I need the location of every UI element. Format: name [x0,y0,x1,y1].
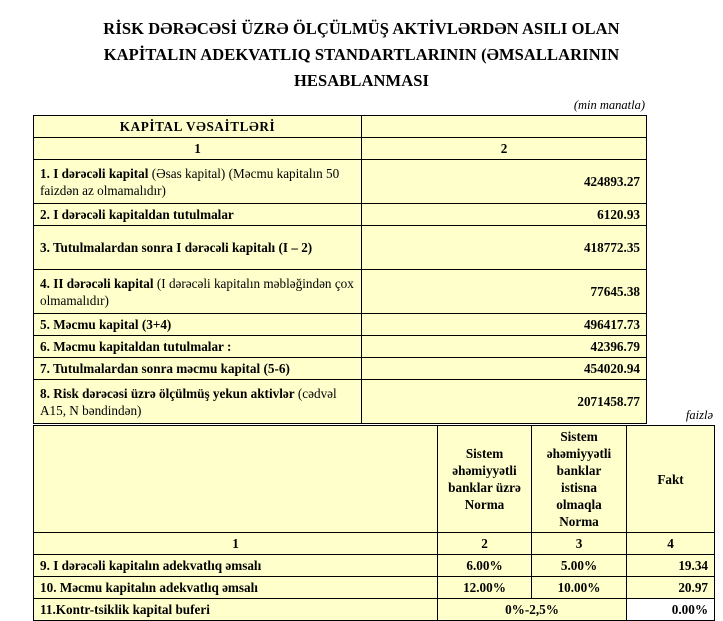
capital-row-label-bold: 1. I dərəcəli kapital [40,165,149,181]
table-column-number-row: 1 2 3 4 [33,532,715,555]
ratios-row-norma-other: 5.00% [531,554,627,577]
capital-row-label-bold: 3. Tutulmalardan sonra I dərəcəli kapita… [40,240,313,255]
ratios-table: Sistem əhəmiyyətli banklar üzrə Norma Si… [33,425,715,621]
capital-row-value: 2071458.77 [361,379,647,424]
ratios-header-fact: Fakt [626,425,715,533]
capital-row-label: 5. Məcmu kapital (3+4) [33,313,362,336]
table-row: 8. Risk dərəcəsi üzrə ölçülmüş yekun akt… [33,379,647,424]
page-title: RİSK DƏRƏCƏSİ ÜZRƏ ÖLÇÜLMÜŞ AKTİVLƏRDƏN … [0,0,723,94]
ratios-table-unit-caption: faizlə [685,408,713,422]
page-title-line-3: HESABLANMASI [293,71,430,90]
table-row: 1. I dərəcəli kapital (Əsas kapital) (Mə… [33,159,647,204]
table-row: 9. I dərəcəli kapitalın adekvatlıq əmsal… [33,554,715,577]
ratios-col-number-1: 1 [33,532,438,555]
capital-row-label-rest: (cədvəl A15, N bəndindən) [40,385,337,418]
ratios-header-norma-systemic: Sistem əhəmiyyətli banklar üzrə Norma [437,425,532,533]
capital-row-label: 1. I dərəcəli kapital (Əsas kapital) (Mə… [33,159,362,204]
ratios-col-number-2: 2 [437,532,532,555]
capital-row-label-rest: (Əsas kapital) (Məcmu kapitalın 50 faizd… [40,165,340,198]
ratios-row-fact: 19.34 [626,554,715,577]
capital-row-label: 4. II dərəcəli kapital (I dərəcəli kapit… [33,269,362,314]
ratios-row-merged-value: 0%-2,5% [437,598,627,621]
capital-row-label: 3. Tutulmalardan sonra I dərəcəli kapita… [33,225,362,270]
capital-row-value: 454020.94 [361,357,647,380]
capital-table-header-value [361,115,647,138]
capital-table-unit-caption: (min manatla) [573,98,645,112]
capital-row-value: 6120.93 [361,203,647,226]
table-row: 4. II dərəcəli kapital (I dərəcəli kapit… [33,269,647,314]
ratios-row-label: 9. I dərəcəli kapitalın adekvatlıq əmsal… [33,554,438,577]
page-title-line-1: RİSK DƏRƏCƏSİ ÜZRƏ ÖLÇÜLMÜŞ AKTİVLƏRDƏN … [103,19,620,38]
capital-col-number-1: 1 [33,137,362,160]
page-title-line-2: KAPİTALIN ADEKVATLIQ STANDARTLARININ (ƏM… [103,45,620,64]
capital-row-label-bold: 6. Məcmu kapitaldan tutulmalar : [40,339,232,354]
ratios-row-label: 11.Kontr-tsiklik kapital buferi [33,598,438,621]
table-row: 7. Tutulmalardan sonra məcmu kapital (5-… [33,357,647,380]
capital-row-label-bold: 8. Risk dərəcəsi üzrə ölçülmüş yekun akt… [40,385,295,401]
table-row: 5. Məcmu kapital (3+4) 496417.73 [33,313,647,336]
table-column-number-row: 1 2 [33,137,647,160]
capital-row-label: 7. Tutulmalardan sonra məcmu kapital (5-… [33,357,362,380]
ratios-header-norma-other: Sistem əhəmiyyətli banklar istisna olmaq… [531,425,627,533]
ratios-col-number-4: 4 [626,532,715,555]
table-header-row: KAPİTAL VƏSAİTLƏRİ [33,115,647,138]
ratios-col-number-3: 3 [531,532,627,555]
capital-row-label-rest: (I dərəcəli kapitalın məbləğindən çox ol… [40,275,354,308]
capital-row-label: 8. Risk dərəcəsi üzrə ölçülmüş yekun akt… [33,379,362,424]
table-row: 6. Məcmu kapitaldan tutulmalar : 42396.7… [33,335,647,358]
capital-row-label: 6. Məcmu kapitaldan tutulmalar : [33,335,362,358]
capital-row-value: 424893.27 [361,159,647,204]
capital-row-label-bold: 7. Tutulmalardan sonra məcmu kapital (5-… [40,361,290,376]
ratios-row-fact: 0.00% [626,598,715,621]
table-row: 11.Kontr-tsiklik kapital buferi 0%-2,5% … [33,598,715,621]
capital-row-label-bold: 2. I dərəcəli kapitaldan tutulmalar [40,207,234,222]
table-row: 3. Tutulmalardan sonra I dərəcəli kapita… [33,225,647,270]
capital-row-value: 77645.38 [361,269,647,314]
ratios-header-blank [33,425,438,533]
capital-table-header-title: KAPİTAL VƏSAİTLƏRİ [33,115,362,138]
capital-table: KAPİTAL VƏSAİTLƏRİ 1 2 1. I dərəcəli kap… [33,115,647,424]
capital-row-label: 2. I dərəcəli kapitaldan tutulmalar [33,203,362,226]
capital-col-number-2: 2 [361,137,647,160]
capital-row-value: 42396.79 [361,335,647,358]
capital-row-value: 496417.73 [361,313,647,336]
capital-row-label-bold: 4. II dərəcəli kapital [40,275,154,291]
table-header-row: Sistem əhəmiyyətli banklar üzrə Norma Si… [33,425,715,533]
capital-row-label-bold: 5. Məcmu kapital (3+4) [40,317,172,332]
table-row: 2. I dərəcəli kapitaldan tutulmalar 6120… [33,203,647,226]
capital-row-value: 418772.35 [361,225,647,270]
ratios-row-norma-systemic: 6.00% [437,554,532,577]
